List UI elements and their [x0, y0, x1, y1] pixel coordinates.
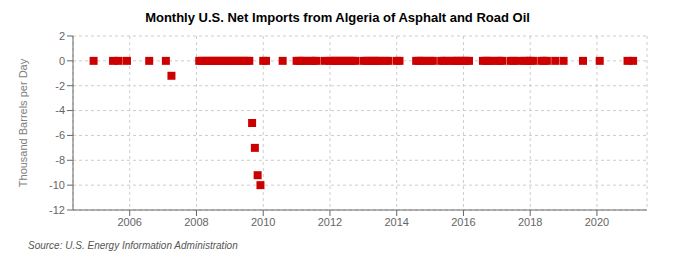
html-text:Source: U.S. Energy Informatio: Source: U.S. Energy Information Administ… [28, 240, 238, 251]
svg-text:-6: -6 [55, 129, 65, 141]
svg-text:2020: 2020 [585, 216, 609, 228]
svg-text:-12: -12 [49, 204, 65, 216]
svg-text:-2: -2 [55, 80, 65, 92]
svg-text:2006: 2006 [117, 216, 141, 228]
svg-text:2008: 2008 [184, 216, 208, 228]
svg-text:2018: 2018 [518, 216, 542, 228]
svg-text:-10: -10 [49, 179, 65, 191]
svg-text:2: 2 [59, 30, 65, 42]
svg-text:0: 0 [59, 55, 65, 67]
svg-text:Thousand Barrels per Day: Thousand Barrels per Day [17, 58, 29, 187]
svg-text:2014: 2014 [384, 216, 408, 228]
html-text:Monthly U.S. Net Imports from: Monthly U.S. Net Imports from Algeria of… [145, 10, 530, 25]
svg-text:2012: 2012 [318, 216, 342, 228]
svg-text:2010: 2010 [251, 216, 275, 228]
svg-text:-4: -4 [55, 104, 65, 116]
svg-text:2016: 2016 [451, 216, 475, 228]
svg-text:-8: -8 [55, 154, 65, 166]
